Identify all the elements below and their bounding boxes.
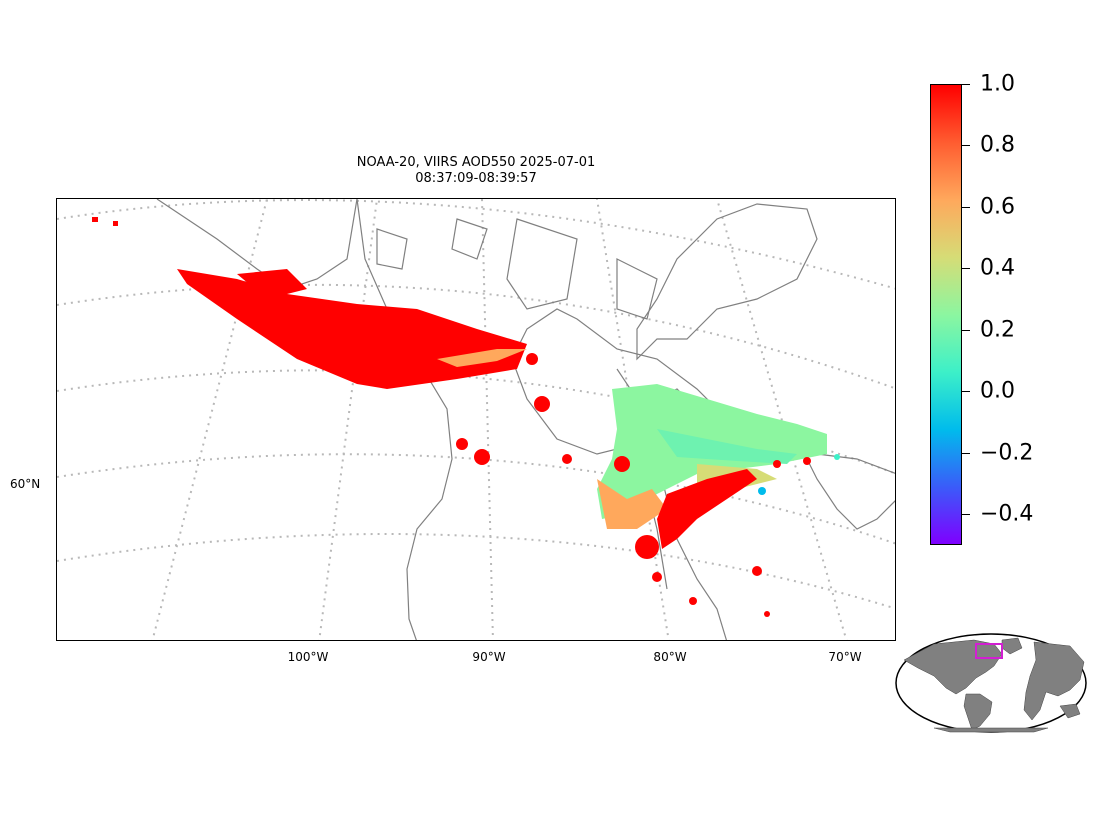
colorbar — [930, 84, 962, 545]
aod-pixel — [526, 353, 538, 365]
lon-label-80w: 80°W — [653, 650, 687, 664]
longitude-line — [151, 199, 268, 640]
colorbar-tick-label: 0.6 — [980, 194, 1015, 220]
inset-extent-box — [975, 643, 1003, 659]
aod-data-layer — [92, 217, 840, 617]
aod-pixel — [113, 221, 118, 226]
map-canvas — [57, 199, 895, 640]
australia — [1059, 703, 1081, 719]
aod-pixel — [534, 396, 550, 412]
antarctica — [933, 727, 1049, 733]
aod-pixel — [764, 611, 770, 617]
longitude-line — [481, 199, 494, 640]
aod-streak-mid — [437, 349, 527, 367]
colorbar-tick — [962, 84, 970, 85]
aod-plume-low — [657, 429, 797, 464]
baffin-island-coast — [636, 203, 818, 361]
aod-pixel — [752, 566, 762, 576]
hudson-bay-west-coast — [356, 199, 453, 640]
colorbar-tick-label: 1.0 — [980, 71, 1015, 97]
aod-pixel — [652, 572, 662, 582]
aod-pixel — [635, 535, 659, 559]
title-line-1: NOAA-20, VIIRS AOD550 2025-07-01 — [356, 155, 596, 170]
colorbar-tick-label: 0.2 — [980, 317, 1015, 343]
map-title: NOAA-20, VIIRS AOD550 2025-07-01 08:37:0… — [56, 155, 896, 187]
colorbar-tick-label: 0.8 — [980, 132, 1015, 158]
inset-world-map — [895, 633, 1087, 733]
aod-pixel — [614, 456, 630, 472]
aod-pixel — [758, 487, 766, 495]
colorbar-tick — [962, 268, 970, 270]
south-america — [963, 693, 993, 731]
colorbar-tick — [962, 514, 970, 516]
colorbar-tick — [962, 206, 970, 208]
coastlines — [156, 199, 895, 640]
colorbar-tick — [962, 391, 970, 393]
colorbar-tick-label: 0.4 — [980, 255, 1015, 281]
eurasia-africa — [1023, 641, 1085, 721]
colorbar-tick-label: 0.0 — [980, 378, 1015, 404]
arctic-islands — [376, 218, 658, 320]
colorbar-tick — [962, 145, 970, 147]
aod-pixel — [689, 597, 697, 605]
lon-label-90w: 90°W — [472, 650, 506, 664]
aod-plume-moderate — [597, 479, 667, 529]
hudson-strait-coast — [511, 308, 895, 474]
aod-plume-high — [237, 269, 307, 299]
lat-label-60n: 60°N — [10, 477, 41, 491]
latitude-line — [57, 199, 895, 290]
longitude-line — [318, 199, 378, 640]
aod-pixel — [562, 454, 572, 464]
aod-plume-high — [177, 269, 527, 389]
latitude-line — [57, 283, 895, 390]
aod-pixel — [92, 217, 98, 222]
north-america — [903, 639, 1003, 695]
aod-pixel — [834, 454, 840, 460]
labrador-coast — [796, 438, 895, 530]
aod-pixel — [773, 460, 781, 468]
title-line-2: 08:37:09-08:39:57 — [415, 171, 537, 186]
colorbar-tick-label: −0.2 — [980, 440, 1034, 466]
map-panel — [56, 198, 896, 641]
colorbar-tick — [962, 452, 970, 454]
aod-pixel — [456, 438, 468, 450]
aod-plume-high — [657, 469, 757, 549]
aod-pixel — [803, 457, 811, 465]
latitude-line — [57, 453, 895, 545]
latitude-line — [57, 533, 895, 610]
lon-label-100w: 100°W — [287, 650, 329, 664]
aod-pixel — [474, 449, 490, 465]
lon-label-70w: 70°W — [828, 650, 862, 664]
colorbar-tick — [962, 329, 970, 331]
inset-continents — [903, 637, 1085, 733]
colorbar-tick-label: −0.4 — [980, 501, 1034, 527]
